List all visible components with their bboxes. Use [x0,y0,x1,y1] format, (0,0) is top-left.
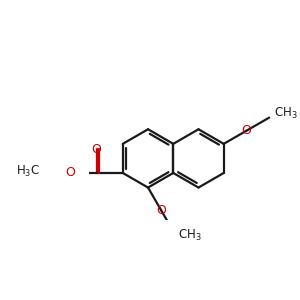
Text: O: O [65,167,75,179]
Text: O: O [92,143,101,156]
Text: O: O [156,204,166,217]
Text: CH$_3$: CH$_3$ [274,106,297,121]
Text: CH$_3$: CH$_3$ [178,228,201,243]
Text: H$_3$C: H$_3$C [16,164,40,179]
Text: O: O [242,124,251,137]
